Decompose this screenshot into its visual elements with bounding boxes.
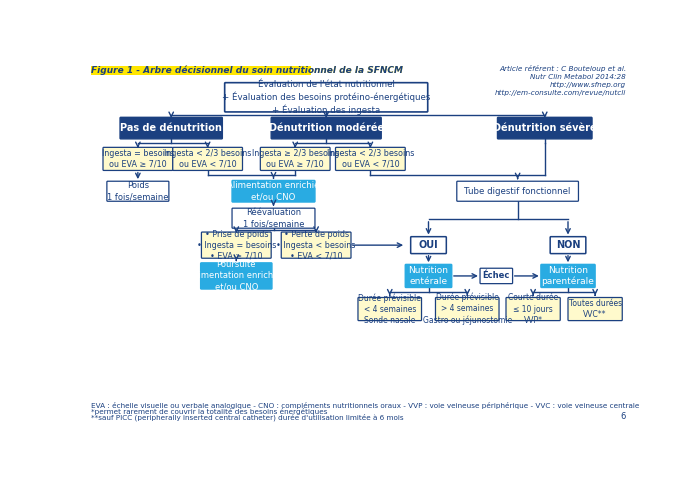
Text: Pas de dénutrition: Pas de dénutrition — [120, 123, 222, 133]
Text: Article référent : C Bouteloup et al.
Nutr Clin Metabol 2014:28
http://www.sfnep: Article référent : C Bouteloup et al. Nu… — [495, 65, 626, 96]
Text: OUI: OUI — [419, 240, 438, 250]
Text: 6: 6 — [620, 413, 625, 421]
FancyBboxPatch shape — [271, 117, 382, 139]
FancyBboxPatch shape — [457, 181, 578, 201]
Text: Figure 1 - Arbre décisionnel du soin nutritionnel de la SFNCM: Figure 1 - Arbre décisionnel du soin nut… — [92, 66, 403, 75]
FancyBboxPatch shape — [225, 83, 428, 112]
Text: *permet rarement de couvrir la totalité des besoins énergétiques: *permet rarement de couvrir la totalité … — [92, 408, 328, 416]
FancyBboxPatch shape — [232, 180, 315, 202]
FancyBboxPatch shape — [103, 147, 173, 171]
FancyBboxPatch shape — [541, 265, 595, 288]
FancyBboxPatch shape — [260, 147, 330, 171]
Text: **sauf PICC (peripherally inserted central catheter) durée d'utilisation limitée: **sauf PICC (peripherally inserted centr… — [92, 414, 404, 421]
Text: Évaluation de l'état nutritionnel
+ Évaluation des besoins protéino-énergétiques: Évaluation de l'état nutritionnel + Éval… — [222, 80, 430, 115]
Text: Courte durée
≤ 10 jours
VVP*: Courte durée ≤ 10 jours VVP* — [508, 294, 559, 325]
Text: Poursuite
alimentation enrichie
et/ou CNO: Poursuite alimentation enrichie et/ou CN… — [191, 260, 281, 292]
Text: Tube digestif fonctionnel: Tube digestif fonctionnel — [464, 187, 570, 196]
FancyBboxPatch shape — [411, 237, 447, 254]
Text: Poids
1 fois/semaine: Poids 1 fois/semaine — [107, 181, 169, 201]
Text: Ingesta = besoins
ou EVA ≥ 7/10: Ingesta = besoins ou EVA ≥ 7/10 — [102, 149, 174, 169]
Text: Ingesta ≥ 2/3 besoins
ou EVA ≥ 7/10: Ingesta ≥ 2/3 besoins ou EVA ≥ 7/10 — [251, 149, 339, 169]
Text: Dénutrition modérée: Dénutrition modérée — [269, 123, 384, 133]
FancyBboxPatch shape — [107, 181, 169, 201]
Text: Toutes durées
VVC**: Toutes durées VVC** — [568, 299, 622, 319]
FancyBboxPatch shape — [506, 297, 560, 320]
FancyBboxPatch shape — [335, 147, 405, 171]
FancyBboxPatch shape — [173, 147, 242, 171]
Text: Figure 1 - Arbre décisionnel du soin nutritionnel de la SFNCM: Figure 1 - Arbre décisionnel du soin nut… — [92, 66, 403, 75]
FancyBboxPatch shape — [120, 117, 223, 139]
FancyBboxPatch shape — [405, 265, 452, 288]
Text: • Perte de poids
• Ingesta < besoins
• EVA < 7/10: • Perte de poids • Ingesta < besoins • E… — [276, 229, 356, 261]
FancyBboxPatch shape — [480, 268, 512, 284]
Text: Échec: Échec — [482, 271, 510, 280]
FancyBboxPatch shape — [568, 297, 622, 320]
FancyBboxPatch shape — [281, 232, 351, 258]
FancyBboxPatch shape — [435, 297, 499, 320]
Text: Ingesta < 2/3 besoins
ou EVA < 7/10: Ingesta < 2/3 besoins ou EVA < 7/10 — [327, 149, 414, 169]
Text: Nutrition
parentérale: Nutrition parentérale — [542, 266, 594, 286]
Text: Ingesta < 2/3 besoins
ou EVA < 7/10: Ingesta < 2/3 besoins ou EVA < 7/10 — [164, 149, 251, 169]
FancyBboxPatch shape — [90, 66, 312, 75]
Text: Nutrition
entérale: Nutrition entérale — [409, 266, 449, 286]
Text: Réévaluation
1 fois/semaine: Réévaluation 1 fois/semaine — [243, 208, 304, 228]
FancyBboxPatch shape — [201, 263, 272, 289]
FancyBboxPatch shape — [358, 297, 421, 320]
Text: Durée prévisible
> 4 semaines
Gastro ou jéjunostomie: Durée prévisible > 4 semaines Gastro ou … — [423, 293, 512, 325]
Text: Alimentation enrichie
et/ou CNO: Alimentation enrichie et/ou CNO — [228, 181, 320, 201]
FancyBboxPatch shape — [202, 232, 271, 258]
Text: Durée prévisible
< 4 semaines
Sonde nasale: Durée prévisible < 4 semaines Sonde nasa… — [358, 293, 421, 325]
Text: • Prise de poids
• Ingesta = besoins
• EVA ≥ 7/10: • Prise de poids • Ingesta = besoins • E… — [197, 229, 276, 261]
FancyBboxPatch shape — [498, 117, 592, 139]
Text: EVA : échelle visuelle ou verbale analogique - CNO : compléments nutritionnels o: EVA : échelle visuelle ou verbale analog… — [92, 402, 640, 409]
FancyBboxPatch shape — [550, 237, 586, 254]
FancyBboxPatch shape — [232, 208, 315, 228]
Text: NON: NON — [556, 240, 580, 250]
Text: Dénutrition sévère: Dénutrition sévère — [493, 123, 596, 133]
